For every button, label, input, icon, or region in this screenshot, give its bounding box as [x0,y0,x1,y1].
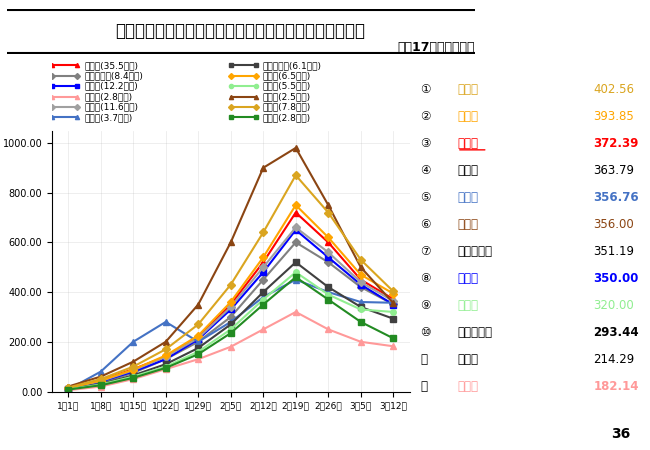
Text: 香芝市: 香芝市 [457,83,478,95]
Text: ３月17日（木）時点: ３月17日（木）時点 [397,41,474,54]
Text: 36: 36 [611,427,630,441]
Text: 356.76: 356.76 [593,191,639,203]
Text: 214.29: 214.29 [593,353,634,365]
Text: 182.14: 182.14 [593,380,639,392]
Text: ⑪: ⑪ [421,353,428,365]
Text: ②: ② [421,110,431,122]
Text: 五條市(2.8万人): 五條市(2.8万人) [84,92,133,101]
Text: 香芝市(7.8万人): 香芝市(7.8万人) [263,103,311,112]
Text: 奈良市: 奈良市 [457,137,478,149]
Text: 372.39: 372.39 [593,137,639,149]
Text: 桜井市(5.5万人): 桜井市(5.5万人) [263,82,311,91]
Text: 葛城市: 葛城市 [457,191,478,203]
Text: 橿原市: 橿原市 [457,272,478,284]
Text: 桜井市: 桜井市 [457,299,478,311]
Text: 宇陀市(2.8万人): 宇陀市(2.8万人) [263,113,311,122]
Text: 奈良市(35.5万人): 奈良市(35.5万人) [84,61,138,70]
Text: 356.00: 356.00 [593,218,634,230]
Text: ⑩: ⑩ [421,326,431,338]
Text: ⑦: ⑦ [421,245,431,257]
Text: ⑥: ⑥ [421,218,431,230]
Text: 大和高田市(6.1万人): 大和高田市(6.1万人) [263,61,322,70]
Text: 402.56: 402.56 [593,83,634,95]
Text: 県内１２市の直近１週間の１０万人当たり陽性者数推移: 県内１２市の直近１週間の１０万人当たり陽性者数推移 [116,22,365,40]
Text: 御所市: 御所市 [457,218,478,230]
Text: 350.00: 350.00 [593,272,639,284]
Text: ⑨: ⑨ [421,299,431,311]
FancyBboxPatch shape [2,10,479,53]
Text: 大和郡山市: 大和郡山市 [457,245,492,257]
Text: ⑫: ⑫ [421,380,428,392]
Text: 生駒市: 生駒市 [457,164,478,176]
Text: ⑧: ⑧ [421,272,431,284]
Text: ①: ① [421,83,431,95]
Text: 大和郡山市(8.4万人): 大和郡山市(8.4万人) [84,72,143,81]
Text: 363.79: 363.79 [593,164,634,176]
Text: ③: ③ [421,137,431,149]
Text: 御所市(2.5万人): 御所市(2.5万人) [263,92,311,101]
Text: 橿原市(12.2万人): 橿原市(12.2万人) [84,82,138,91]
Text: ④: ④ [421,164,431,176]
Text: 葛城市(3.7万人): 葛城市(3.7万人) [84,113,133,122]
Text: ⑤: ⑤ [421,191,431,203]
Text: 393.85: 393.85 [593,110,634,122]
Text: 293.44: 293.44 [593,326,639,338]
Text: 五條市: 五條市 [457,380,478,392]
Text: 天理市(6.5万人): 天理市(6.5万人) [263,72,311,81]
Text: 大和高田市: 大和高田市 [457,326,492,338]
Text: 320.00: 320.00 [593,299,634,311]
Text: 天理市: 天理市 [457,110,478,122]
Text: 351.19: 351.19 [593,245,634,257]
Text: 宇陀市: 宇陀市 [457,353,478,365]
Text: 生駒市(11.6万人): 生駒市(11.6万人) [84,103,138,112]
